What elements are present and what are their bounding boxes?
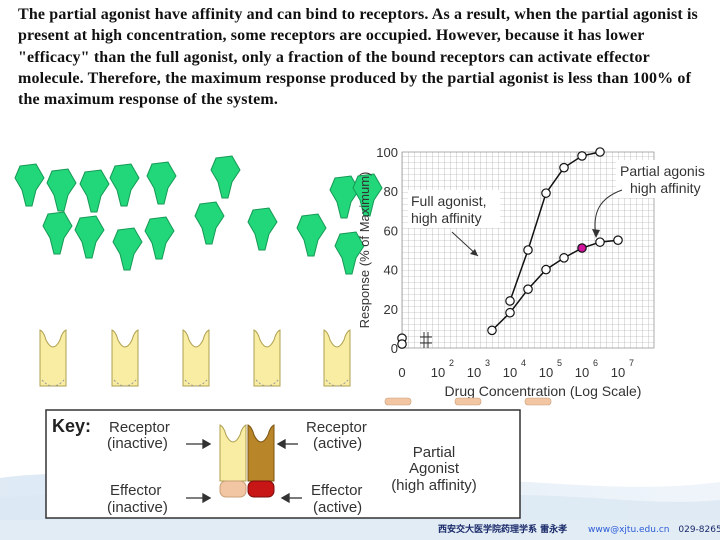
partial-agonist-molecule — [329, 175, 360, 219]
x-tick-label: 10 — [431, 365, 445, 380]
partial-agonist-molecule — [46, 168, 77, 212]
axis-break-mark — [420, 332, 432, 348]
receptor-base-mark — [41, 379, 65, 387]
partial-agonist-point — [397, 339, 407, 349]
key-effector-active-line2: (active) — [313, 499, 362, 516]
receptor-inactive — [39, 329, 67, 387]
y-axis-label: Response (% of Maximum) — [357, 172, 372, 329]
y-tick-labels: 0 20 40 60 80 100 — [376, 145, 398, 356]
x-tick-label: 10 — [467, 365, 481, 380]
partial-agonist-molecules — [14, 155, 518, 484]
partial-agonist-label-line2: high affinity — [630, 180, 701, 196]
partial-agonist-molecule — [79, 169, 110, 213]
receptor-inactive — [253, 329, 281, 387]
partial-agonist-point — [505, 307, 515, 318]
partial-agonist-molecule — [74, 215, 105, 259]
x-tick-exponent: 7 — [629, 358, 634, 368]
key-partial-line1: Partial — [413, 444, 456, 461]
partial-agonist-label-line1: Partial agonis — [620, 163, 705, 179]
key-receptor-active-line2: (active) — [313, 435, 362, 452]
receptor-base-mark — [255, 379, 279, 387]
key-partial-line2: Agonist — [409, 460, 460, 477]
chart-series — [397, 147, 623, 349]
partial-agonist-point — [541, 264, 551, 275]
x-tick-exponent: 4 — [521, 358, 526, 368]
full-agonist-point — [577, 151, 587, 161]
x-tick-label: 10 — [539, 365, 553, 380]
x-tick-label: 10 — [503, 365, 517, 380]
x-tick-exponent: 6 — [593, 358, 598, 368]
effector-stubs — [384, 397, 552, 406]
x-tick-label: 0 — [398, 365, 405, 380]
x-tick-label: 10 — [611, 365, 625, 380]
receptor-inactive — [323, 329, 351, 387]
footer-url[interactable]: www@xjtu.edu.cn — [588, 525, 670, 535]
full-agonist-point — [559, 162, 569, 173]
full-agonist-label-line1: Full agonist, — [411, 193, 486, 209]
receptor-base-mark — [325, 379, 349, 387]
partial-agonist-molecule — [334, 231, 365, 275]
x-tick-labels: 0 10 2 10 3 10 4 10 5 10 6 10 7 — [398, 358, 634, 380]
partial-agonist-molecule — [247, 207, 278, 251]
partial-agonist-molecule — [144, 216, 175, 260]
y-tick-label: 80 — [384, 184, 398, 199]
key-receptor-inactive-line1: Receptor — [109, 419, 170, 436]
key-effector-active-icon — [247, 480, 275, 498]
x-tick-exponent: 3 — [485, 358, 490, 368]
partial-agonist-label: Partial agonis high affinity — [616, 160, 720, 198]
partial-agonist-molecule — [109, 163, 140, 207]
y-tick-label: 60 — [384, 223, 398, 238]
y-tick-label: 0 — [391, 341, 398, 356]
key-title: Key: — [52, 416, 91, 436]
key-effector-inactive-line2: (inactive) — [107, 499, 168, 516]
receptor-inactive — [182, 329, 210, 387]
partial-agonist-molecule — [352, 173, 383, 217]
x-tick-exponent: 5 — [557, 358, 562, 368]
y-tick-label: 40 — [384, 263, 398, 278]
footer-phone: 029-82655140 — [678, 525, 720, 535]
footer: 西安交大医学院药理学系 雷永孝 www@xjtu.edu.cn 029-8265… — [438, 522, 720, 536]
receptor-row — [39, 329, 351, 387]
receptor-base-mark — [113, 379, 137, 387]
full-agonist-label-line2: high affinity — [411, 210, 482, 226]
partial-agonist-point — [487, 325, 497, 336]
key-receptor-inactive-icon — [219, 424, 247, 482]
partial-agonist-molecule — [296, 213, 327, 257]
key-receptor-inactive-line2: (inactive) — [107, 435, 168, 452]
partial-agonist-point — [595, 237, 605, 247]
key-receptor-active-icon — [247, 424, 275, 482]
partial-agonist-molecule — [112, 227, 143, 271]
key-receptor-active-line1: Receptor — [306, 419, 367, 436]
x-tick-exponent: 2 — [449, 358, 454, 368]
partial-agonist-molecule — [14, 163, 45, 207]
full-agonist-point — [523, 245, 533, 255]
highlighted-partial-point — [577, 243, 587, 253]
full-agonist-point — [505, 296, 515, 306]
partial-agonist-molecule — [42, 211, 73, 255]
intro-paragraph: The partial agonist have affinity and ca… — [18, 6, 698, 109]
key-effector-inactive-icon — [219, 480, 247, 498]
partial-agonist-point — [613, 235, 623, 245]
full-agonist-point — [541, 188, 551, 198]
footer-institution: 西安交大医学院药理学系 雷永孝 — [438, 525, 568, 535]
response-chart: 0 20 40 60 80 100 0 10 2 10 3 10 4 10 5 10 6 10 7 Respons… — [357, 145, 720, 399]
key-partial-line3: (high affinity) — [391, 477, 477, 494]
partial-agonist-molecule — [210, 155, 241, 199]
x-tick-label: 10 — [575, 365, 589, 380]
partial-agonist-molecule — [194, 201, 225, 245]
partial-agonist-point — [559, 253, 569, 263]
y-tick-label: 100 — [376, 145, 398, 160]
key-effector-active-line1: Effector — [311, 482, 362, 499]
receptor-inactive — [111, 329, 139, 387]
partial-agonist-point — [523, 284, 533, 294]
full-agonist-point — [595, 147, 605, 157]
receptor-base-mark — [184, 379, 208, 387]
full-agonist-label: Full agonist, high affinity — [408, 190, 500, 228]
partial-agonist-molecule — [146, 161, 177, 205]
key-effector-inactive-line1: Effector — [110, 482, 161, 499]
y-tick-label: 20 — [384, 302, 398, 317]
x-axis-label: Drug Concentration (Log Scale) — [445, 383, 642, 399]
legend-key: Key: Receptor (inactive) Receptor (activ… — [45, 409, 521, 519]
